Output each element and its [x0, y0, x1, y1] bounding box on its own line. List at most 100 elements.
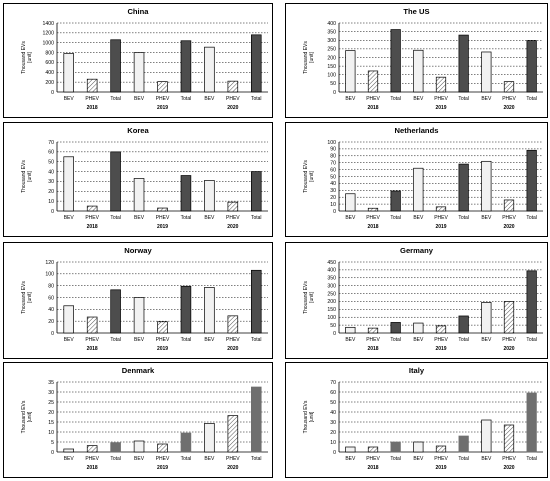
y-tick-label: 0	[51, 90, 54, 96]
bar-bev	[133, 52, 145, 93]
x-tick-label: PHEV	[226, 337, 240, 343]
year-label: 2019	[157, 346, 168, 352]
x-tick-label: Total	[110, 337, 121, 343]
chart-title: Norway	[124, 246, 152, 255]
bar-total	[180, 432, 192, 453]
x-tick-label: Total	[110, 456, 121, 462]
x-tick-label: BEV	[134, 96, 145, 102]
year-label: 2018	[87, 224, 98, 230]
bar-phev	[86, 78, 98, 93]
x-tick-label: Total	[390, 337, 401, 343]
year-label: 2018	[367, 346, 378, 352]
panel-korea: Korea 0 10 20 30 40 50 60 70 Thousand EVs [unit] BE…	[3, 122, 273, 237]
y-tick-label: 0	[333, 450, 336, 456]
x-tick-label: Total	[526, 456, 537, 462]
year-label: 2020	[503, 346, 514, 352]
bar-total	[526, 270, 537, 334]
bar-phev	[367, 70, 379, 93]
y-axis-unit: [unit]	[27, 170, 33, 181]
bar-phev	[157, 443, 168, 453]
y-axis-unit: [unit]	[309, 291, 315, 302]
y-tick-label: 100	[45, 272, 54, 278]
y-tick-label: 20	[48, 319, 54, 325]
y-tick-label: 60	[330, 390, 336, 396]
bar-phev	[435, 206, 447, 212]
y-axis-label: Thousand EVs	[21, 160, 27, 193]
x-tick-label: BEV	[204, 96, 215, 102]
x-tick-label: Total	[181, 96, 192, 102]
x-tick-label: Total	[390, 215, 401, 221]
bar-total	[251, 269, 262, 334]
y-tick-label: 350	[327, 276, 336, 282]
y-axis-label: Thousand EVs	[21, 41, 27, 74]
bar-bev	[413, 441, 424, 453]
x-tick-label: PHEV	[156, 215, 170, 221]
x-tick-label: PHEV	[502, 215, 516, 221]
y-tick-label: 70	[330, 380, 336, 386]
y-axis-unit: [unit]	[309, 411, 315, 422]
bar-total	[180, 285, 192, 334]
panel-norway: Norway 0 20 40 60 80 100 120 Thousand EVs [unit] B…	[3, 242, 273, 359]
y-tick-label: 60	[48, 295, 54, 301]
chart-svg: Korea 0 10 20 30 40 50 60 70 Thousand EVs [unit] BE…	[3, 122, 273, 237]
x-tick-label: Total	[181, 215, 192, 221]
bar-phev	[435, 76, 447, 93]
chart-title: The US	[403, 7, 429, 16]
y-tick-label: 50	[330, 81, 336, 87]
y-tick-label: 60	[330, 167, 336, 173]
x-tick-label: PHEV	[226, 215, 240, 221]
year-label: 2020	[227, 105, 238, 111]
panel-frame	[285, 362, 548, 478]
x-tick-label: BEV	[345, 96, 356, 102]
y-tick-label: 400	[327, 268, 336, 274]
bar-total	[390, 322, 401, 334]
bar-bev	[204, 287, 215, 334]
bar-bev	[63, 448, 74, 453]
y-axis-label: Thousand EVs	[21, 400, 27, 433]
bar-total	[180, 40, 192, 93]
x-tick-label: BEV	[481, 96, 492, 102]
bar-bev	[481, 419, 492, 453]
bar-total	[251, 171, 262, 212]
panel-china: China 0 200 400 600 800 1000 1200 1400 Thousand E…	[3, 3, 273, 118]
x-tick-label: BEV	[345, 337, 356, 343]
x-tick-label: Total	[390, 96, 401, 102]
x-tick-label: BEV	[413, 96, 424, 102]
y-tick-label: 0	[333, 209, 336, 215]
year-label: 2018	[367, 224, 378, 230]
chart-svg: China 0 200 400 600 800 1000 1200 1400 Thousand E…	[3, 3, 273, 118]
bar-bev	[481, 160, 492, 212]
x-tick-label: Total	[458, 456, 469, 462]
y-tick-label: 90	[330, 147, 336, 153]
chart-svg: Norway 0 20 40 60 80 100 120 Thousand EVs [unit] B…	[3, 242, 273, 359]
x-tick-label: PHEV	[85, 337, 99, 343]
y-tick-label: 250	[327, 47, 336, 53]
year-label: 2020	[503, 224, 514, 230]
y-tick-label: 70	[48, 140, 54, 146]
bar-bev	[63, 305, 74, 334]
y-tick-label: 60	[48, 150, 54, 156]
panel-netherlands: Netherlands 0 10 20 30 40 50 60 70 80 90 100 Thousan…	[285, 122, 548, 237]
x-tick-label: PHEV	[156, 337, 170, 343]
year-label: 2018	[87, 465, 98, 471]
panel-italy: Italy 0 10 20 30 40 50 60 70 Thousand EVs [unit] BE…	[285, 362, 548, 478]
y-axis-label: Thousand EVs	[303, 41, 309, 74]
x-tick-label: Total	[251, 456, 262, 462]
bar-bev	[345, 50, 356, 93]
bar-total	[110, 39, 121, 93]
y-tick-label: 0	[51, 331, 54, 337]
x-tick-label: PHEV	[434, 215, 448, 221]
y-tick-label: 300	[327, 38, 336, 44]
x-tick-label: BEV	[64, 96, 75, 102]
bar-total	[251, 386, 262, 453]
bar-phev	[367, 327, 379, 334]
bar-bev	[204, 46, 215, 93]
bar-total	[390, 441, 401, 453]
x-tick-label: PHEV	[226, 96, 240, 102]
bar-total	[110, 442, 121, 453]
y-tick-label: 100	[327, 73, 336, 79]
bar-total	[458, 163, 469, 212]
bar-phev	[435, 445, 447, 453]
year-label: 2019	[435, 346, 446, 352]
